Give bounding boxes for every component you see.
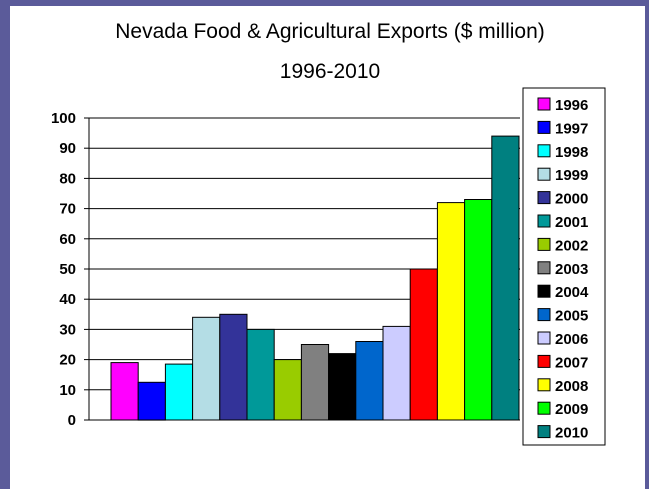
legend-swatch-1996: [537, 97, 551, 111]
legend-label-2001: 2001: [555, 214, 588, 231]
legend-swatch-2001: [537, 214, 551, 228]
legend-swatch-2003: [537, 261, 551, 275]
legend-swatch-2010: [537, 425, 551, 439]
y-tick-label: 50: [59, 261, 76, 278]
legend-swatch-2005: [537, 308, 551, 322]
bar-1998: [164, 363, 194, 421]
legend-swatch-1999: [537, 167, 551, 181]
legend-label-2003: 2003: [555, 261, 588, 278]
y-tick-label: 40: [59, 291, 76, 308]
bar-2005: [355, 341, 384, 421]
legend: 1996 1997 1998 1999 2000 2001 2002 2003 2004 2005…: [522, 87, 606, 446]
legend-swatch-2009: [537, 401, 551, 415]
bar-2007: [409, 268, 438, 421]
legend-label-2005: 2005: [555, 308, 588, 325]
legend-swatch-2002: [537, 237, 551, 251]
bar-2009: [464, 199, 493, 421]
legend-label-2010: 2010: [555, 425, 588, 442]
bar-2008: [436, 202, 466, 421]
y-tick-label: 90: [59, 140, 76, 157]
legend-box: [522, 87, 606, 446]
y-tick-label: 70: [59, 201, 76, 218]
bar-2006: [382, 325, 411, 421]
legend-label-1998: 1998: [555, 144, 588, 161]
legend-swatch-1998: [537, 144, 551, 158]
y-tick-label: 0: [68, 412, 76, 429]
bar-2000: [219, 313, 248, 421]
legend-label-2002: 2002: [555, 237, 588, 254]
legend-swatch-2008: [537, 378, 551, 392]
y-tick-label: 30: [59, 321, 76, 338]
legend-label-1996: 1996: [555, 97, 588, 114]
legend-swatch-1997: [537, 120, 551, 134]
legend-swatch-2000: [537, 191, 551, 205]
bar-2001: [246, 328, 275, 421]
bar-2002: [273, 359, 302, 421]
legend-swatch-2004: [537, 284, 551, 298]
legend-label-2008: 2008: [555, 378, 588, 395]
y-tick-label: 80: [59, 170, 76, 187]
y-tick-label: 10: [59, 382, 76, 399]
legend-label-1999: 1999: [555, 167, 588, 184]
y-tick-label: 20: [59, 352, 76, 369]
legend-label-2009: 2009: [555, 401, 588, 418]
bar-1999: [192, 316, 221, 421]
legend-swatch-2007: [537, 354, 551, 368]
legend-swatch-2006: [537, 331, 551, 345]
legend-label-2007: 2007: [555, 354, 588, 371]
chart-subtitle: 1996-2010: [280, 60, 380, 83]
bar-2004: [328, 353, 357, 421]
bar-2010: [491, 135, 520, 421]
y-tick-label: 60: [59, 231, 76, 248]
legend-label-1997: 1997: [555, 120, 588, 137]
chart-title: Nevada Food & Agricultural Exports ($ mi…: [115, 20, 545, 43]
bar-1996: [110, 362, 139, 421]
bar-2003: [300, 344, 330, 421]
legend-label-2000: 2000: [555, 191, 588, 208]
legend-label-2004: 2004: [555, 284, 589, 301]
y-axis: 0 10 20 30 40 50 60 70 80 90 100: [51, 110, 520, 429]
legend-label-2006: 2006: [555, 331, 588, 348]
y-tick-label: 100: [51, 110, 76, 127]
bar-1997: [137, 381, 166, 421]
